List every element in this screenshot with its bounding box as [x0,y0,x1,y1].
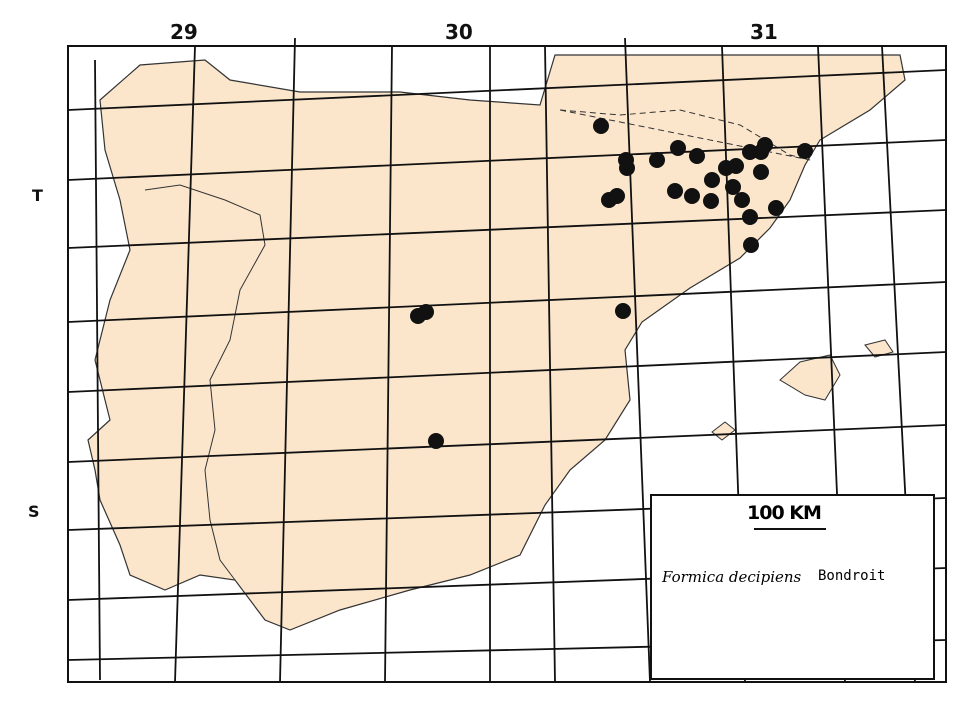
record-dot [593,118,609,134]
record-dot [753,144,769,160]
grid-parallel [67,281,947,323]
record-dot [684,188,700,204]
france-border-line [559,109,811,161]
grid-meridian [279,37,296,683]
species-author: Bondroit [818,568,886,584]
record-dot [667,183,683,199]
record-dot [428,433,444,449]
longitude-label-29: 29 [170,20,198,44]
legend-box: 100 KM Formica decipiens Bondroit [650,494,935,680]
record-dot [753,164,769,180]
species-name: Formica decipiens [662,568,802,586]
menorca-island [864,339,894,358]
longitude-label-30: 30 [445,20,473,44]
mallorca-island [779,354,841,401]
record-dot [742,144,758,160]
record-dot [704,172,720,188]
record-dot [768,200,784,216]
grid-parallel [67,209,947,249]
record-dot [689,148,705,164]
record-dots [410,118,813,449]
grid-meridian [544,45,556,683]
grid-zone-label-s: S [28,502,40,521]
record-dot [742,209,758,225]
grid-meridian [94,59,101,681]
grid-parallel [67,69,947,111]
grid-zone-label-t: T [32,186,43,205]
grid-meridian [624,37,651,683]
record-dot [649,152,665,168]
record-dot [619,160,635,176]
record-dot [609,188,625,204]
record-dot [743,237,759,253]
record-dot [615,303,631,319]
scale-label: 100 KM [747,502,822,524]
record-dot [670,140,686,156]
record-dot [797,143,813,159]
record-dot [728,158,744,174]
grid-meridian [384,45,393,683]
portugal-border-line [144,184,266,581]
record-dot [418,304,434,320]
scale-bar [754,528,826,530]
longitude-label-31: 31 [750,20,778,44]
record-dot [703,193,719,209]
record-dot [725,179,741,195]
grid-parallel [67,424,947,463]
grid-parallel [67,351,947,393]
grid-meridian [174,45,196,683]
record-dot [734,192,750,208]
